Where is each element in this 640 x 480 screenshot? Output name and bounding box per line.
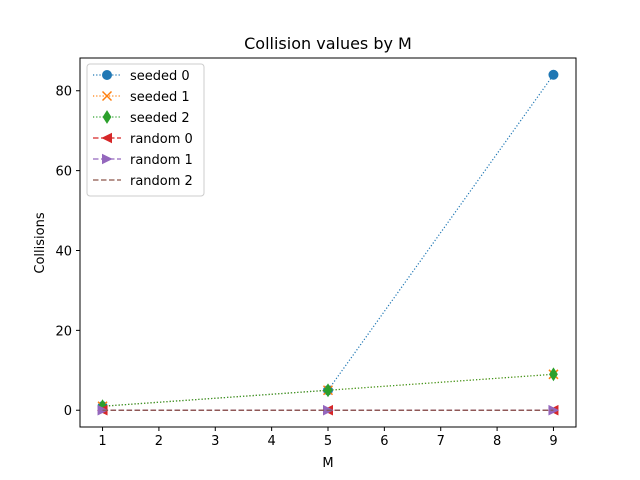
legend-item: random 1 — [93, 153, 193, 168]
legend-label: random 1 — [130, 153, 193, 168]
series-layer — [96, 69, 560, 416]
x-axis-label: M — [322, 456, 333, 471]
y-tick-label: 20 — [55, 324, 72, 339]
legend-marker — [102, 70, 112, 80]
legend-marker — [101, 132, 112, 144]
x-tick-label: 8 — [493, 434, 501, 449]
x-tick-label: 6 — [380, 434, 388, 449]
legend-marker — [101, 90, 113, 102]
x-tick-label: 3 — [211, 434, 219, 449]
y-tick-label: 40 — [55, 244, 72, 259]
legend-frame — [86, 63, 205, 197]
legend: seeded 0 seeded 1 seeded 2 random 0 random 1… — [86, 63, 205, 197]
legend-label: seeded 1 — [130, 90, 190, 105]
x-tick-label: 4 — [267, 434, 275, 449]
x-tick-label: 1 — [98, 434, 106, 449]
y-tick-label: 80 — [55, 85, 72, 100]
legend-item: seeded 0 — [93, 69, 190, 84]
legend-item: random 0 — [93, 132, 193, 147]
x-tick-label: 9 — [549, 434, 557, 449]
x-tick-label: 7 — [437, 434, 445, 449]
data-point — [549, 367, 558, 382]
legend-item: seeded 2 — [93, 110, 190, 126]
y-axis-label: Collisions — [33, 212, 48, 273]
legend-item: seeded 1 — [93, 90, 190, 105]
legend-marker — [102, 110, 112, 124]
legend-item: random 2 — [93, 174, 193, 189]
data-point — [548, 69, 559, 80]
legend-label: seeded 2 — [130, 111, 190, 126]
legend-label: seeded 0 — [130, 69, 190, 84]
y-tick-label: 60 — [55, 165, 72, 180]
chart-title: Collision values by M — [244, 34, 412, 53]
legend-marker — [102, 153, 113, 165]
y-tick-label: 0 — [64, 404, 72, 419]
data-point — [323, 383, 333, 398]
ticks-layer: 1 2 3 4 5 6 7 8 9 0 20 40 60 80 — [55, 85, 557, 449]
x-tick-label: 2 — [155, 434, 163, 449]
x-tick-label: 5 — [324, 434, 332, 449]
legend-label: random 0 — [130, 132, 193, 147]
legend-label: random 2 — [130, 174, 193, 189]
